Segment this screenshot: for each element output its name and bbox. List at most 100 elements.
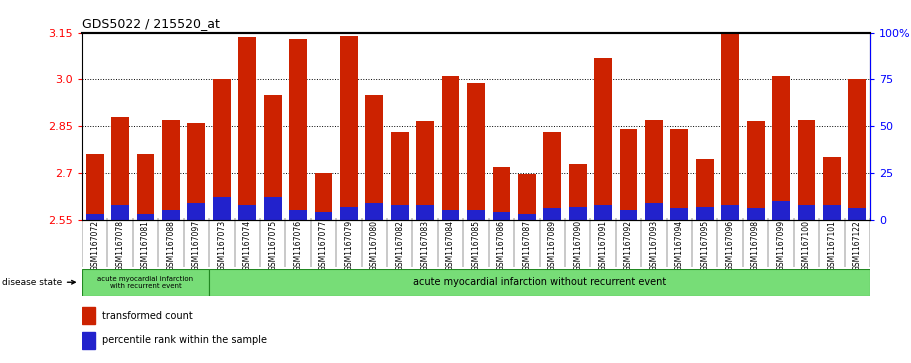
Bar xyxy=(747,122,764,220)
Bar xyxy=(797,120,815,220)
Bar xyxy=(493,167,510,220)
Bar xyxy=(314,212,333,220)
Bar xyxy=(645,120,663,220)
Bar xyxy=(289,210,307,220)
Bar xyxy=(823,205,841,220)
Text: GSM1167122: GSM1167122 xyxy=(853,220,862,271)
Bar xyxy=(340,207,358,220)
Text: GSM1167089: GSM1167089 xyxy=(548,220,557,271)
Text: transformed count: transformed count xyxy=(102,311,193,321)
Text: GSM1167086: GSM1167086 xyxy=(496,220,506,271)
Text: GSM1167083: GSM1167083 xyxy=(421,220,430,271)
Bar xyxy=(213,197,230,220)
Text: GSM1167100: GSM1167100 xyxy=(802,220,811,271)
Bar xyxy=(518,175,536,220)
Bar xyxy=(210,269,870,296)
Bar xyxy=(823,157,841,220)
Bar xyxy=(82,332,95,348)
Bar xyxy=(162,210,179,220)
Text: GSM1167091: GSM1167091 xyxy=(599,220,608,271)
Bar xyxy=(568,207,587,220)
Bar xyxy=(111,205,129,220)
Bar xyxy=(162,120,179,220)
Bar xyxy=(747,208,764,220)
Bar xyxy=(137,154,155,220)
Bar xyxy=(82,307,95,324)
Bar xyxy=(722,205,739,220)
Text: GSM1167074: GSM1167074 xyxy=(242,220,251,272)
Text: GSM1167073: GSM1167073 xyxy=(218,220,226,272)
Text: GSM1167087: GSM1167087 xyxy=(522,220,531,271)
Bar xyxy=(773,201,790,220)
Text: GSM1167080: GSM1167080 xyxy=(370,220,379,271)
Text: GSM1167078: GSM1167078 xyxy=(116,220,125,271)
Text: GSM1167077: GSM1167077 xyxy=(319,220,328,272)
Bar xyxy=(416,122,434,220)
Bar xyxy=(722,14,739,220)
Text: GDS5022 / 215520_at: GDS5022 / 215520_at xyxy=(82,17,220,30)
Bar xyxy=(188,203,205,220)
Bar xyxy=(391,132,409,220)
Bar xyxy=(543,132,561,220)
Bar xyxy=(493,212,510,220)
Text: GSM1167099: GSM1167099 xyxy=(776,220,785,272)
Bar xyxy=(670,129,688,220)
Text: GSM1167088: GSM1167088 xyxy=(167,220,176,271)
Text: GSM1167092: GSM1167092 xyxy=(624,220,633,271)
Bar xyxy=(340,36,358,220)
Bar xyxy=(696,207,713,220)
Bar xyxy=(264,197,281,220)
Bar xyxy=(239,205,256,220)
Bar xyxy=(848,79,866,220)
Bar xyxy=(518,214,536,220)
Bar xyxy=(467,210,485,220)
Bar xyxy=(289,39,307,220)
Bar xyxy=(467,82,485,220)
Bar xyxy=(188,123,205,220)
Bar xyxy=(848,208,866,220)
Text: acute myocardial infarction without recurrent event: acute myocardial infarction without recu… xyxy=(413,277,666,287)
Bar xyxy=(442,76,459,220)
Text: GSM1167095: GSM1167095 xyxy=(701,220,710,272)
Text: GSM1167084: GSM1167084 xyxy=(446,220,456,271)
Text: GSM1167081: GSM1167081 xyxy=(141,220,150,271)
Text: GSM1167090: GSM1167090 xyxy=(573,220,582,272)
Bar xyxy=(365,95,384,220)
Bar xyxy=(619,129,638,220)
Text: GSM1167085: GSM1167085 xyxy=(472,220,480,271)
Text: percentile rank within the sample: percentile rank within the sample xyxy=(102,335,268,345)
Bar xyxy=(213,79,230,220)
Bar xyxy=(86,154,104,220)
Text: GSM1167072: GSM1167072 xyxy=(90,220,99,271)
Text: GSM1167093: GSM1167093 xyxy=(650,220,659,272)
Bar xyxy=(619,210,638,220)
Text: disease state: disease state xyxy=(2,278,76,287)
Bar xyxy=(773,76,790,220)
Bar xyxy=(111,117,129,220)
Bar xyxy=(239,37,256,220)
Bar xyxy=(645,203,663,220)
Bar xyxy=(670,208,688,220)
Bar xyxy=(365,203,384,220)
Bar xyxy=(696,159,713,220)
Text: GSM1167098: GSM1167098 xyxy=(751,220,760,271)
Text: GSM1167101: GSM1167101 xyxy=(827,220,836,271)
Text: GSM1167076: GSM1167076 xyxy=(293,220,302,272)
Bar xyxy=(594,58,612,220)
Text: GSM1167096: GSM1167096 xyxy=(726,220,734,272)
Text: GSM1167075: GSM1167075 xyxy=(268,220,277,272)
Bar xyxy=(391,205,409,220)
Bar xyxy=(543,208,561,220)
Text: acute myocardial infarction
with recurrent event: acute myocardial infarction with recurre… xyxy=(97,276,194,289)
Bar xyxy=(594,205,612,220)
Bar xyxy=(442,210,459,220)
Text: GSM1167094: GSM1167094 xyxy=(675,220,684,272)
Bar xyxy=(86,214,104,220)
Bar xyxy=(416,205,434,220)
Bar xyxy=(137,214,155,220)
Bar xyxy=(568,163,587,220)
Text: GSM1167097: GSM1167097 xyxy=(192,220,201,272)
Text: GSM1167079: GSM1167079 xyxy=(344,220,353,272)
Bar xyxy=(797,205,815,220)
Text: GSM1167082: GSM1167082 xyxy=(395,220,404,271)
